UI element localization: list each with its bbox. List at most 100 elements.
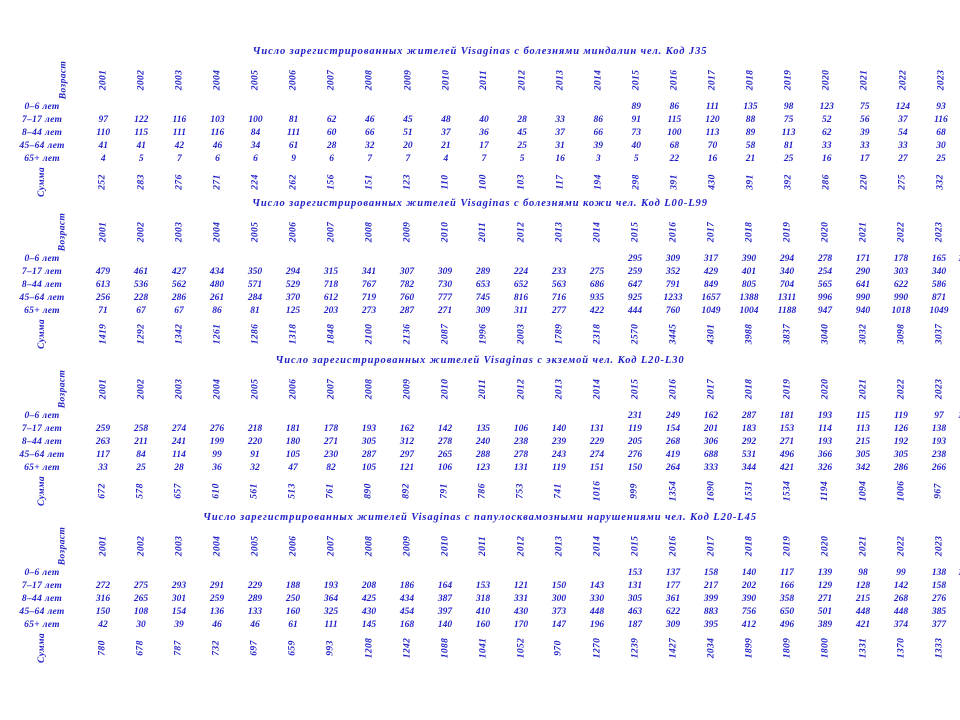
year-header-cell: 2014	[578, 369, 616, 409]
data-cell: 120	[705, 114, 720, 125]
data-cell: 132	[958, 409, 960, 422]
data-cell	[389, 100, 427, 113]
data-cell: 1233	[663, 292, 683, 303]
data-cell	[236, 409, 274, 422]
year-header-cell: 2023	[920, 212, 958, 252]
data-cell: 28	[174, 462, 184, 473]
age-header-label: Возраст	[57, 526, 68, 566]
data-cell: 47	[288, 462, 298, 473]
sum-value: 271	[212, 174, 223, 190]
data-cell: 137	[958, 566, 960, 579]
sum-value: 892	[401, 483, 412, 499]
data-cell: 571	[247, 279, 263, 290]
data-cell	[160, 252, 198, 265]
data-cell: 333	[703, 462, 719, 473]
data-cell: 373	[551, 606, 567, 617]
data-cell: 306	[703, 436, 719, 447]
sum-cell: 1370	[882, 631, 920, 665]
sum-value: 276	[174, 174, 185, 190]
sum-label: Сумма	[37, 632, 47, 664]
data-cell: 45	[517, 127, 527, 138]
data-cell: 430	[361, 606, 377, 617]
year-header-cell: 2020	[806, 369, 844, 409]
sum-value: 2136	[401, 323, 412, 345]
sum-value: 2087	[439, 323, 450, 345]
data-cell: 218	[247, 423, 263, 434]
data-cell: 75	[860, 101, 870, 112]
data-cell: 88	[745, 114, 756, 125]
data-cell: 153	[627, 567, 643, 578]
data-cell: 429	[703, 266, 719, 277]
year-header-cell: 2014	[578, 212, 616, 252]
data-cell: 791	[665, 279, 681, 290]
sum-value: 2318	[591, 323, 602, 345]
data-cell: 767	[361, 279, 377, 290]
row-label: 65+ лет	[24, 305, 60, 316]
year-header-cell: 2010	[427, 60, 465, 100]
year-header-cell: 2007	[312, 526, 350, 566]
data-cell: 254	[817, 266, 833, 277]
data-cell: 1311	[777, 292, 797, 303]
data-cell: 312	[399, 436, 415, 447]
data-cell: 73	[631, 127, 642, 138]
data-cell: 996	[817, 292, 833, 303]
data-cell: 192	[893, 436, 909, 447]
data-cell: 17	[860, 153, 870, 164]
sum-cell: 1800	[806, 631, 844, 665]
data-cell: 160	[285, 606, 301, 617]
data-cell: 250	[285, 593, 301, 604]
data-cell: 86	[212, 305, 222, 316]
data-cell: 990	[855, 292, 871, 303]
year-label: 2006	[287, 378, 298, 400]
year-header-cell: 2020	[806, 526, 844, 566]
sum-cell: 1242	[388, 631, 426, 665]
table-row: 0–6 лет 153 137 158 140 117 139 98 99 138 137	[0, 566, 960, 579]
data-cell: 239	[551, 436, 567, 447]
data-cell: 196	[589, 619, 605, 630]
data-cell: 228	[133, 292, 149, 303]
year-header-cell: 2021	[844, 212, 882, 252]
data-cell: 229	[589, 436, 605, 447]
data-cell	[236, 252, 274, 265]
header-row: Возраст 2001 2002 2003 2004 2005 2006 2007 2008 2…	[0, 526, 960, 566]
age-header-label: Возраст	[57, 369, 68, 409]
sum-cell: 1270	[578, 631, 616, 665]
sum-value: 741	[553, 483, 564, 499]
data-cell: 33	[898, 140, 908, 151]
year-header-cell: 2017	[693, 60, 731, 100]
year-header-cell: 2019	[768, 369, 806, 409]
year-label: 2001	[97, 535, 108, 557]
sum-value: 3445	[667, 323, 678, 345]
data-cell: 259	[209, 593, 225, 604]
sum-row: Сумма 252 283 276 271 224 262 156 151 123 110 100 10…	[0, 165, 960, 199]
data-cell: 461	[133, 266, 149, 277]
data-cell: 397	[437, 606, 453, 617]
data-cell	[84, 252, 122, 265]
year-label: 2017	[705, 535, 716, 557]
data-cell: 284	[247, 292, 263, 303]
data-cell: 295	[627, 253, 643, 264]
sum-value: 967	[933, 483, 944, 499]
data-cell: 6	[215, 153, 220, 164]
data-cell	[236, 566, 274, 579]
data-cell: 271	[323, 436, 339, 447]
year-header-cell: 2016	[654, 212, 692, 252]
year-header-cell: 2019	[768, 212, 806, 252]
sum-value: 156	[326, 174, 337, 190]
row-label: 0–6 лет	[24, 567, 60, 578]
data-cell: 265	[437, 449, 453, 460]
data-cell: 325	[323, 606, 339, 617]
year-label: 2006	[287, 221, 298, 243]
sum-cell: 970	[540, 631, 578, 665]
data-cell: 150	[95, 606, 111, 617]
data-cell: 278	[817, 253, 833, 264]
data-cell	[313, 100, 351, 113]
data-cell: 276	[627, 449, 643, 460]
data-cell: 401	[741, 266, 757, 277]
data-cell	[122, 100, 160, 113]
data-cell: 309	[475, 305, 491, 316]
year-label: 2004	[212, 69, 223, 91]
data-cell: 730	[437, 279, 453, 290]
data-cell: 131	[627, 580, 643, 591]
sum-cell: 3098	[882, 317, 920, 351]
